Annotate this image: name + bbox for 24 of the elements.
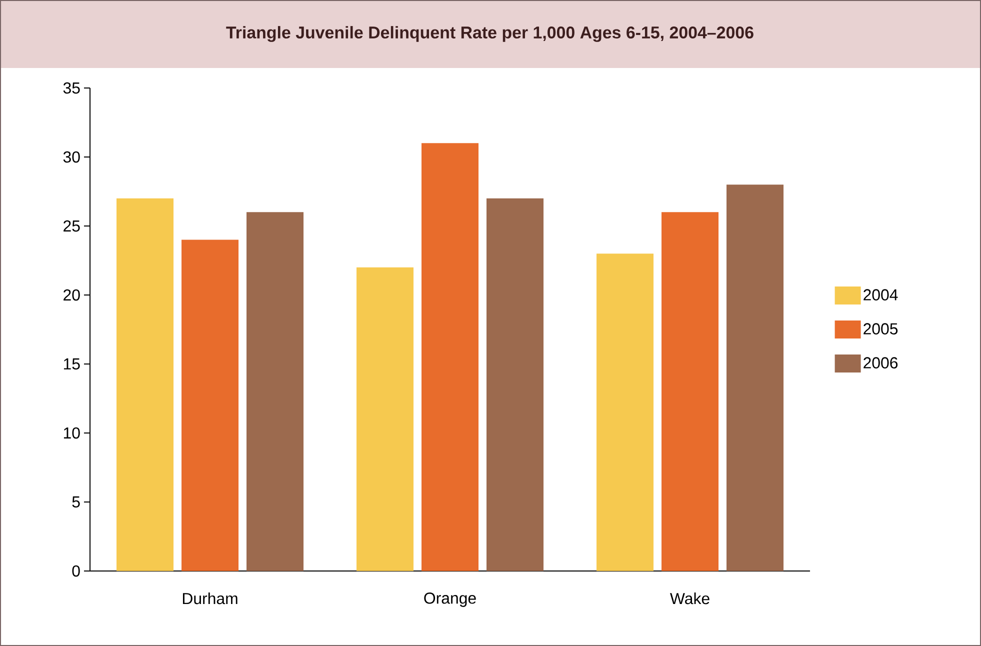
y-tick-label: 15 [64, 358, 80, 370]
legend-label: 2004 [864, 289, 898, 300]
bar [662, 212, 719, 571]
chart-title: Triangle Juvenile Delinquent Rate per 1,000 Ages 6-15, 2004–2006 [226, 26, 754, 42]
bar [596, 254, 654, 571]
bar [726, 184, 784, 571]
legend-label: 2005 [864, 323, 898, 334]
y-tick-label: 0 [72, 565, 80, 577]
y-tick-label: 30 [63, 151, 80, 163]
y-tick-label: 10 [64, 427, 80, 439]
bar [182, 240, 239, 571]
bar [486, 198, 544, 571]
y-tick-label: 5 [72, 496, 80, 508]
bar [356, 267, 414, 571]
y-tick-label: 20 [64, 289, 80, 301]
y-tick-label: 25 [64, 220, 80, 232]
legend-label: 2006 [864, 357, 898, 368]
x-tick-label: Durham [182, 592, 238, 604]
y-tick-label: 35 [63, 82, 80, 94]
bar [116, 198, 174, 571]
bar [246, 212, 304, 571]
x-tick-label: Wake [670, 592, 710, 604]
x-tick-label: Orange [424, 592, 476, 607]
bar [422, 143, 479, 571]
